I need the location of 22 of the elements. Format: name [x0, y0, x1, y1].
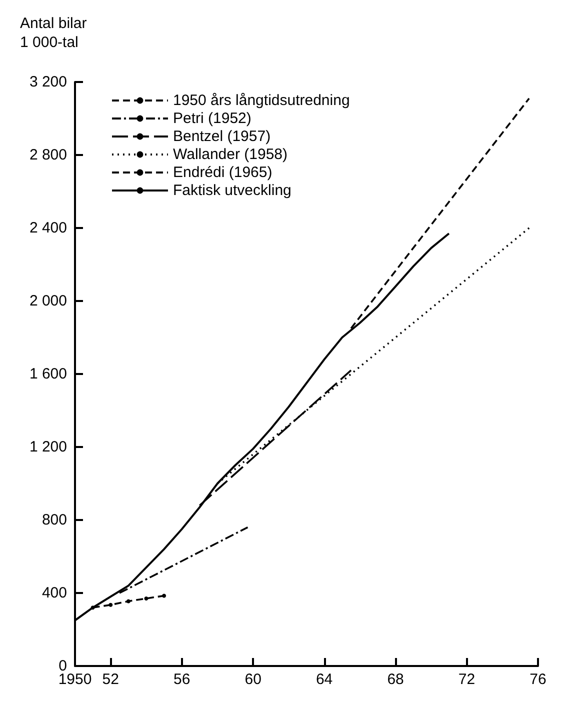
x-tick-label: 52	[102, 671, 119, 688]
y-axis-title: Antal bilar 1 000-tal	[20, 15, 87, 51]
x-tick-label: 68	[387, 671, 404, 688]
y-tick-label: 1 200	[29, 438, 67, 456]
x-tick-label: 56	[174, 671, 190, 688]
legend-label: Faktisk utveckling	[173, 182, 292, 199]
y-tick-label: 2 400	[29, 220, 67, 236]
legend-label: Petri (1952)	[173, 110, 252, 127]
x-tick-label: 64	[316, 671, 333, 688]
legend-label: Wallander (1958)	[173, 146, 288, 163]
y-tick-label: 800	[42, 512, 67, 528]
y-tick-label: 2 800	[29, 146, 67, 164]
x-tick-label: 76	[530, 671, 546, 688]
y-tick-label: 2 000	[29, 292, 67, 310]
y-tick-label: 400	[42, 584, 67, 602]
y-tick-label: 1 600	[29, 366, 67, 382]
y-tick-label: 3 200	[29, 74, 67, 90]
x-tick-label: 60	[244, 671, 262, 688]
legend-label: Endrédi (1965)	[173, 164, 272, 181]
x-tick-label: 72	[458, 671, 476, 688]
legend-label: 1950 års långtidsutredning	[173, 92, 350, 109]
legend-label: Bentzel (1957)	[173, 128, 271, 145]
